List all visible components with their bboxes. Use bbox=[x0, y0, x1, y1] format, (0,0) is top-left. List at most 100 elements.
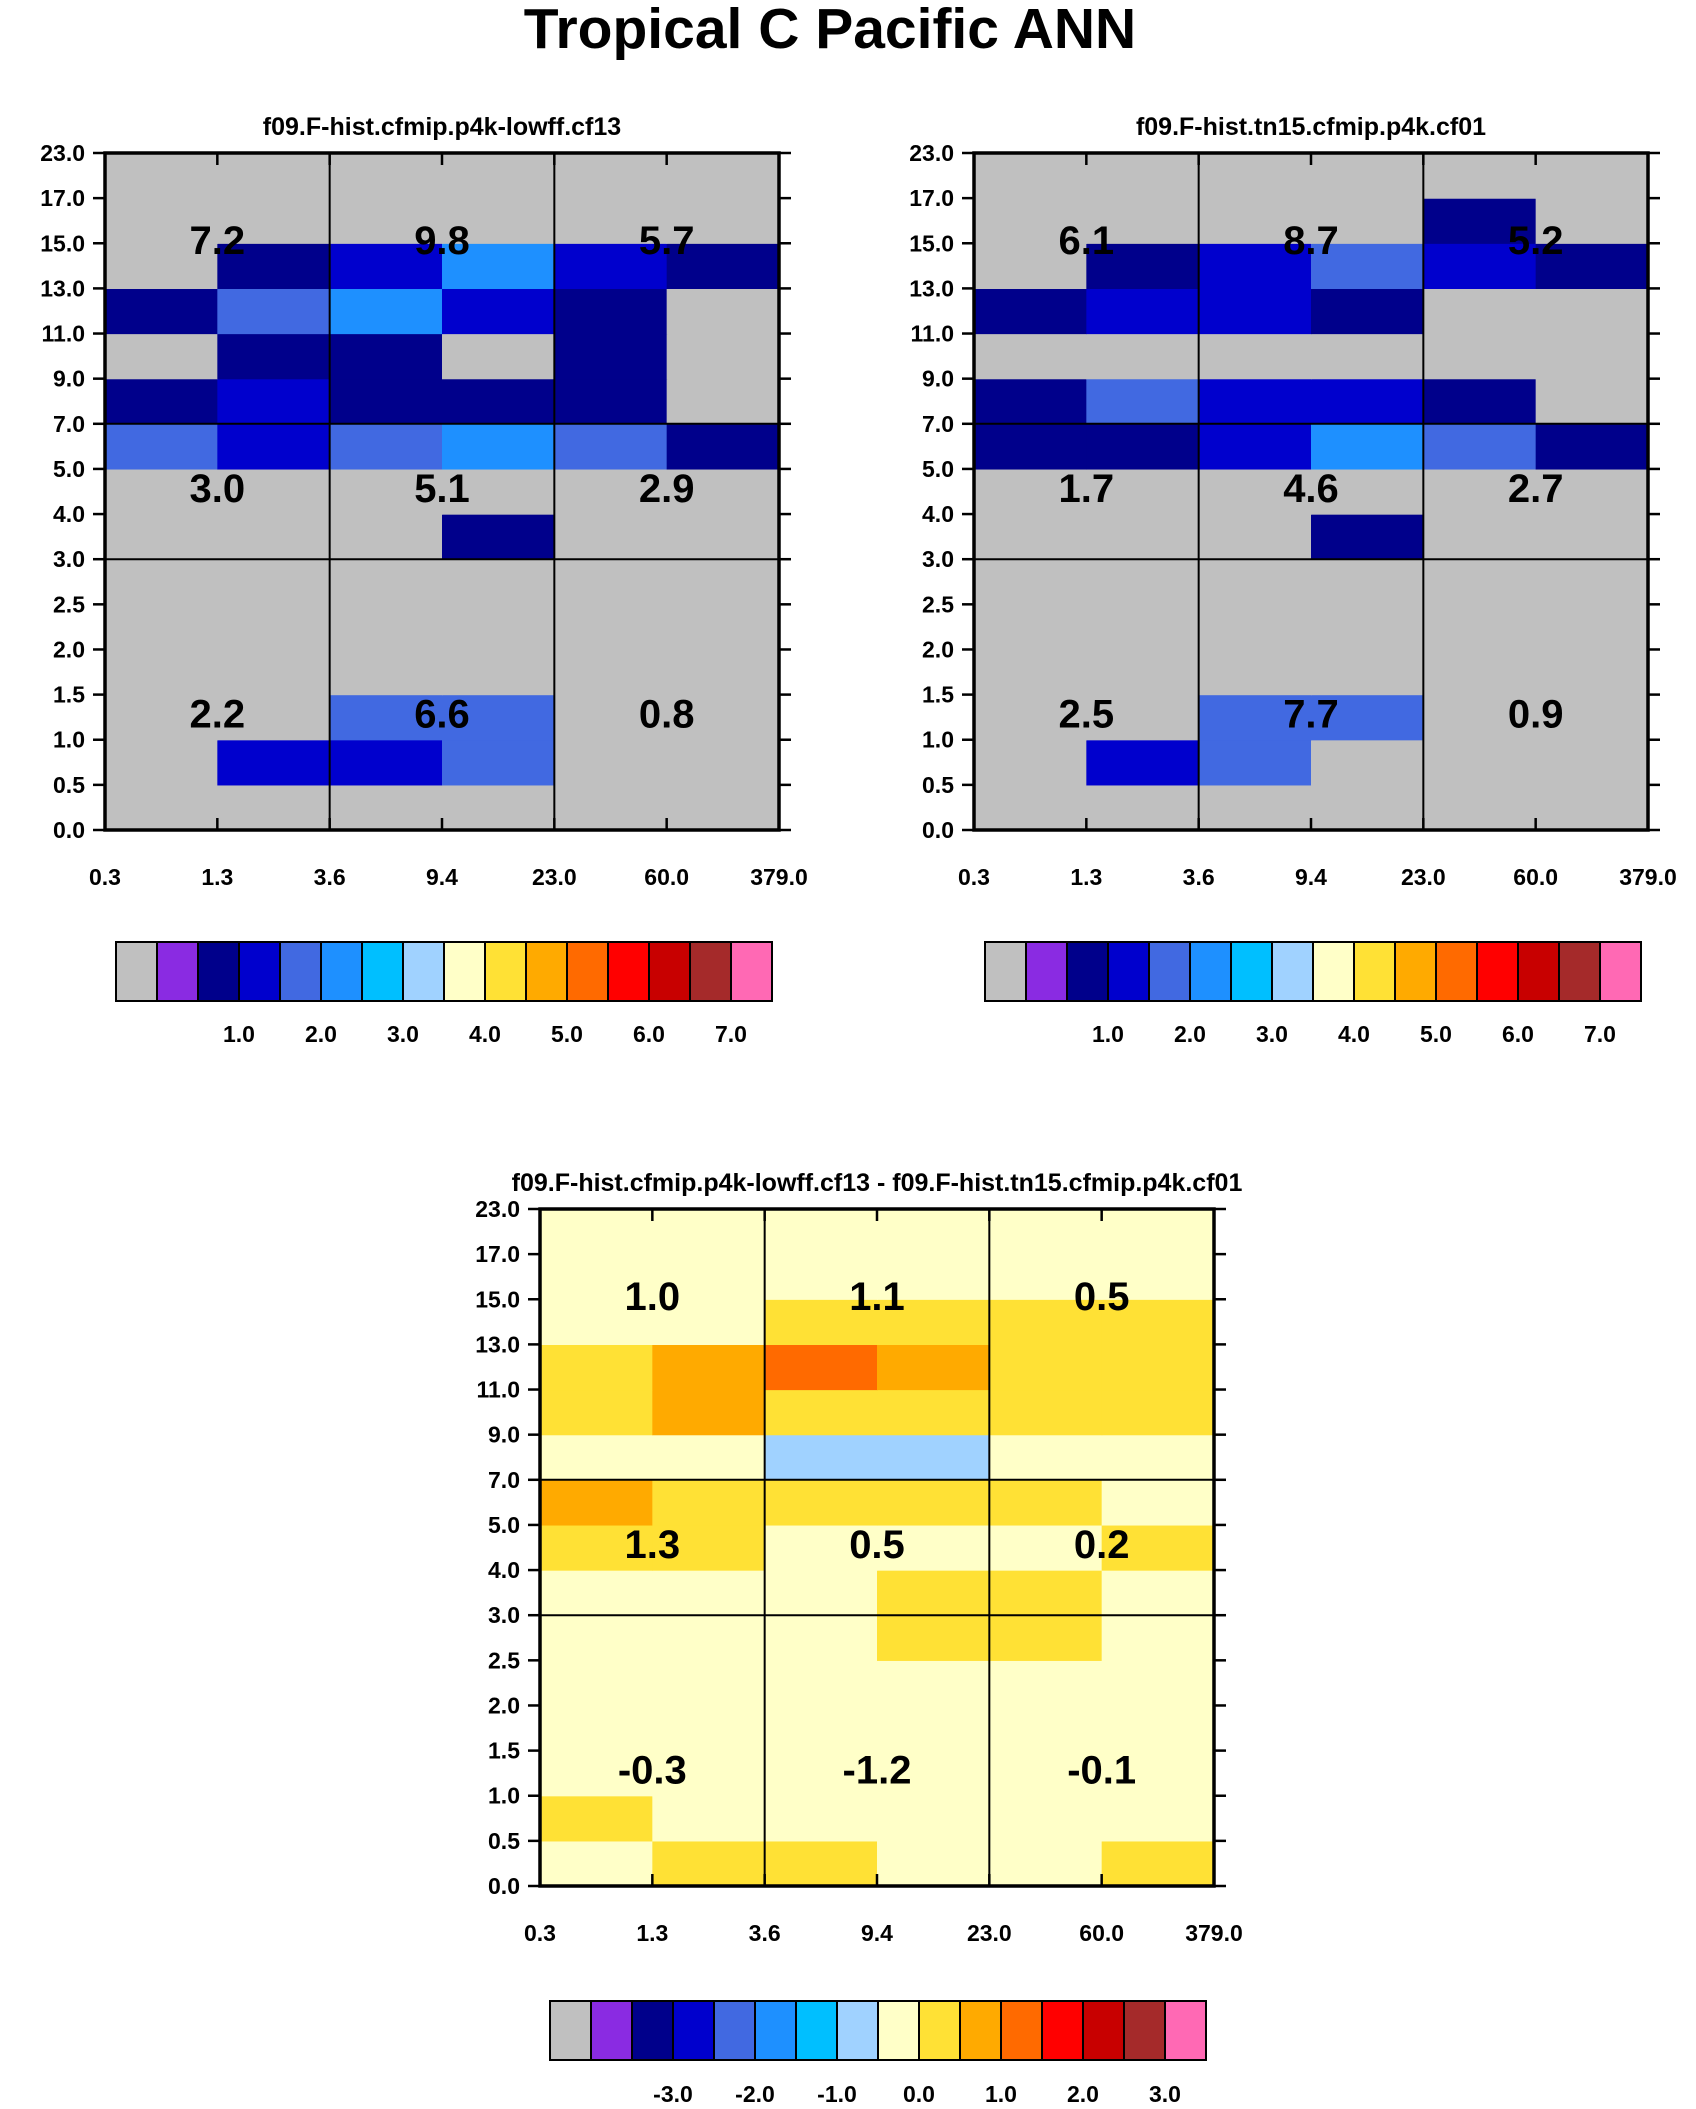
heatmap-cell bbox=[217, 784, 331, 831]
heatmap-cell bbox=[1535, 694, 1649, 741]
heatmap-cell bbox=[1101, 1615, 1215, 1661]
heatmap-cell bbox=[974, 243, 1087, 289]
box-value: 7.2 bbox=[190, 219, 246, 263]
heatmap-cell bbox=[540, 1615, 653, 1661]
heatmap-cell bbox=[1423, 288, 1537, 335]
heatmap-cell bbox=[1423, 333, 1537, 380]
heatmap-cell bbox=[442, 153, 555, 199]
panel-title: f09.F-hist.cfmip.p4k-lowff.cf13 bbox=[263, 113, 621, 141]
colorbar-swatch bbox=[1148, 941, 1191, 1002]
heatmap-cell bbox=[652, 1479, 766, 1526]
heatmap-cell bbox=[554, 333, 668, 380]
heatmap-cell bbox=[329, 604, 443, 651]
box-value: 0.5 bbox=[1074, 1275, 1130, 1319]
heatmap-cell bbox=[217, 243, 331, 289]
heatmap-cell bbox=[877, 1570, 990, 1616]
colorbar-label: 3.0 bbox=[1149, 2081, 1181, 2107]
heatmap-cell bbox=[1101, 1750, 1215, 1797]
colorbar-label: 3.0 bbox=[387, 1021, 419, 1047]
x-tick-label: 23.0 bbox=[1401, 864, 1446, 890]
heatmap-cell bbox=[1535, 333, 1649, 380]
heatmap-cell bbox=[540, 1524, 653, 1571]
y-tick-label: 13.0 bbox=[909, 275, 954, 301]
heatmap-cell bbox=[652, 1750, 766, 1797]
colorbar-swatch bbox=[877, 2000, 920, 2061]
heatmap-cell bbox=[105, 604, 218, 651]
box-value: 2.2 bbox=[190, 693, 246, 737]
heatmap-cell bbox=[1101, 1660, 1215, 1707]
heatmap-cell bbox=[974, 604, 1087, 651]
heatmap-cell bbox=[540, 1344, 653, 1391]
heatmap-cell bbox=[217, 288, 331, 335]
heatmap-cell bbox=[989, 1705, 1103, 1752]
heatmap-cell bbox=[1086, 423, 1200, 470]
heatmap-cell bbox=[1086, 333, 1200, 380]
heatmap-cell bbox=[1535, 739, 1649, 786]
colorbar-swatch bbox=[730, 941, 773, 1002]
heatmap-cell bbox=[1086, 153, 1200, 199]
y-tick-label: 13.0 bbox=[40, 275, 85, 301]
heatmap-cell bbox=[764, 1389, 878, 1436]
colorbar-swatch bbox=[795, 2000, 838, 2061]
heatmap-cell bbox=[652, 1209, 766, 1255]
heatmap-cell bbox=[105, 423, 218, 470]
heatmap-cell bbox=[666, 784, 780, 831]
heatmap-cell bbox=[666, 649, 780, 696]
box-value: -0.3 bbox=[618, 1749, 687, 1793]
colorbar-swatch bbox=[1025, 941, 1068, 1002]
heatmap-cell bbox=[540, 1705, 653, 1752]
colorbar: 1.0 2.0 3.0 4.0 5.0 6.0 7.0 bbox=[115, 941, 773, 1047]
heatmap-cell bbox=[105, 514, 218, 560]
heatmap-cell bbox=[764, 1254, 878, 1300]
heatmap-cell bbox=[217, 559, 331, 605]
x-tick-label: 0.3 bbox=[524, 1920, 556, 1946]
heatmap-cell bbox=[1423, 604, 1537, 651]
heatmap-cell bbox=[877, 1254, 990, 1300]
heatmap-cell bbox=[105, 694, 218, 741]
heatmap-cell bbox=[1101, 1254, 1215, 1300]
heatmap-cell bbox=[105, 153, 218, 199]
heatmap-cell bbox=[554, 514, 668, 560]
heatmap-cell bbox=[1101, 1209, 1215, 1255]
x-tick-label: 379.0 bbox=[750, 864, 808, 890]
heatmap-cell bbox=[989, 1524, 1103, 1571]
heatmap-cell bbox=[764, 1434, 878, 1481]
heatmap-cell bbox=[1311, 468, 1424, 515]
box-value: 5.7 bbox=[639, 219, 695, 263]
heatmap-cell bbox=[1198, 288, 1312, 335]
y-tick-label: 2.0 bbox=[922, 636, 954, 662]
heatmap-cell bbox=[877, 1795, 990, 1842]
heatmap-cell bbox=[442, 333, 555, 380]
heatmap-cell bbox=[666, 468, 780, 515]
heatmap-cell bbox=[1101, 1344, 1215, 1391]
heatmap-cell bbox=[442, 243, 555, 289]
heatmap-cell bbox=[1086, 378, 1200, 425]
heatmap-cell bbox=[764, 1479, 878, 1526]
heatmap-cell bbox=[974, 649, 1087, 696]
colorbar-swatch bbox=[197, 941, 240, 1002]
heatmap-cell bbox=[974, 694, 1087, 741]
x-tick-label: 3.6 bbox=[1183, 864, 1215, 890]
colorbar-label: 6.0 bbox=[633, 1021, 665, 1047]
heatmap-cell bbox=[666, 694, 780, 741]
heatmap-cell bbox=[764, 1615, 878, 1661]
colorbar-swatch bbox=[1558, 941, 1601, 1002]
heatmap-cell bbox=[1086, 784, 1200, 831]
y-tick-label: 11.0 bbox=[477, 1377, 521, 1403]
heatmap-cell bbox=[666, 288, 780, 335]
colorbar-label: 1.0 bbox=[223, 1021, 255, 1047]
heatmap-cell bbox=[540, 1389, 653, 1436]
heatmap-cell bbox=[540, 1479, 653, 1526]
heatmap-cell bbox=[554, 649, 668, 696]
heatmap-cell bbox=[1423, 378, 1537, 425]
heatmap-cell bbox=[877, 1840, 990, 1887]
heatmap-cell bbox=[764, 1570, 878, 1616]
heatmap-cell bbox=[989, 1840, 1103, 1887]
heatmap-cell bbox=[1535, 198, 1649, 244]
colorbar-swatch bbox=[402, 941, 445, 1002]
heatmap-cell bbox=[442, 559, 555, 605]
heatmap-cell bbox=[217, 468, 331, 515]
colorbar-swatch bbox=[443, 941, 486, 1002]
heatmap-cell bbox=[989, 1209, 1103, 1255]
